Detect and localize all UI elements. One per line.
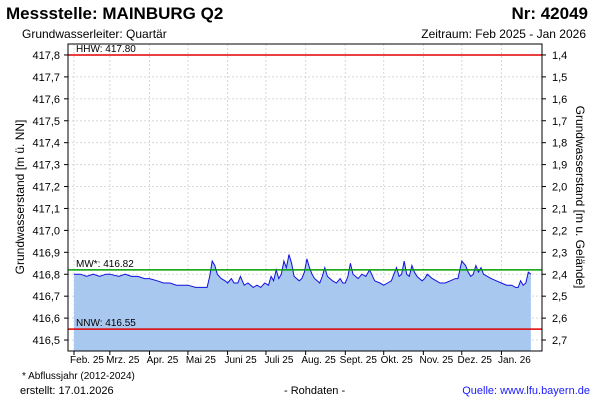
y-tick-label-left: 417,6 xyxy=(32,94,60,106)
x-tick-label: Juni 25 xyxy=(224,355,257,366)
y-tick-label-right: 2,4 xyxy=(552,269,567,281)
y-tick-label-left: 417,3 xyxy=(32,160,60,172)
y-tick-label-right: 1,7 xyxy=(552,116,567,128)
y-tick-label-left: 416,8 xyxy=(32,269,60,281)
y-tick-label-right: 2,2 xyxy=(552,225,567,237)
y-tick-label-left: 416,7 xyxy=(32,291,60,303)
y-axis-left-title: Grundwasserstand [m ü. NN] xyxy=(13,120,27,275)
footnote-mw: * Abflussjahr (2012-2024) xyxy=(22,371,135,382)
x-tick-label: Mrz. 25 xyxy=(106,355,140,366)
source-label[interactable]: Quelle: www.lfu.bayern.de xyxy=(462,385,590,397)
y-axis-right: 1,4 1,5 1,6 1,7 1,8 1,9 2,0 2,1 2,2 2,3 2,4 2,5 2,6 2… xyxy=(542,50,567,347)
y-tick-label-left: 416,5 xyxy=(32,335,60,347)
page-title: Messstelle: MAINBURG Q2 xyxy=(6,4,224,23)
y-tick-label-left: 417,4 xyxy=(32,138,60,150)
reference-label: NNW: 416.55 xyxy=(76,318,136,329)
x-tick-label: Feb. 25 xyxy=(70,355,104,366)
y-tick-label-right: 1,5 xyxy=(552,72,567,84)
y-tick-label-right: 2,6 xyxy=(552,313,567,325)
plot-frame xyxy=(67,43,543,352)
y-axis-left: 416,5 416,6 416,7 416,8 416,9 417,0 417,1 417,2… xyxy=(32,50,68,347)
data-area xyxy=(74,254,532,351)
x-tick-label: Nov. 25 xyxy=(420,355,454,366)
aquifer-label: Grundwasserleiter: Quartär xyxy=(22,27,167,41)
y-tick-label-left: 417,5 xyxy=(32,116,60,128)
x-tick-label: Okt. 25 xyxy=(381,355,414,366)
x-tick-label: Jan. 26 xyxy=(498,355,531,366)
x-tick-label: Sept. 25 xyxy=(340,355,378,366)
y-tick-label-right: 2,1 xyxy=(552,203,567,215)
y-tick-label-left: 416,9 xyxy=(32,247,60,259)
source-link[interactable]: Quelle: www.lfu.bayern.de xyxy=(462,385,590,397)
y-tick-label-right: 2,0 xyxy=(552,182,567,194)
y-tick-label-left: 417,1 xyxy=(32,203,60,215)
period-label: Zeitraum: Feb 2025 - Jan 2026 xyxy=(421,27,586,41)
x-tick-label: Apr. 25 xyxy=(147,355,179,366)
y-tick-label-right: 1,4 xyxy=(552,50,567,62)
y-tick-label-right: 1,8 xyxy=(552,138,567,150)
y-tick-label-left: 417,2 xyxy=(32,182,60,194)
y-tick-label-right: 2,5 xyxy=(552,291,567,303)
y-tick-label-right: 1,6 xyxy=(552,94,567,106)
series-line xyxy=(74,254,532,289)
y-tick-label-left: 417,8 xyxy=(32,50,60,62)
series-area xyxy=(74,254,531,351)
y-tick-label-right: 2,7 xyxy=(552,335,567,347)
y-tick-label-left: 417,0 xyxy=(32,225,60,237)
y-tick-label-left: 417,7 xyxy=(32,72,60,84)
y-tick-label-left: 416,6 xyxy=(32,313,60,325)
reference-lines: HHW: 417.80 MW*: 416.82 NNW: 416.55 xyxy=(68,44,542,330)
x-tick-label: Dez. 25 xyxy=(458,355,493,366)
y-tick-label-right: 1,9 xyxy=(552,160,567,172)
y-axis-right-title: Grundwasserstand [m u. Gelände] xyxy=(573,106,587,289)
station-number: Nr: 42049 xyxy=(511,4,588,23)
raw-data-label: - Rohdaten - xyxy=(284,385,346,397)
created-date: erstellt: 17.01.2026 xyxy=(20,385,114,397)
x-tick-label: Juli 25 xyxy=(265,355,294,366)
x-tick-label: Mai 25 xyxy=(186,355,216,366)
reference-label: MW*: 416.82 xyxy=(76,259,134,270)
y-tick-label-right: 2,3 xyxy=(552,247,567,259)
x-tick-label: Aug. 25 xyxy=(301,355,336,366)
reference-label: HHW: 417.80 xyxy=(76,44,136,55)
x-axis: Feb. 25 Mrz. 25 Apr. 25 Mai 25 Juni 25 Juli 2… xyxy=(70,351,531,366)
